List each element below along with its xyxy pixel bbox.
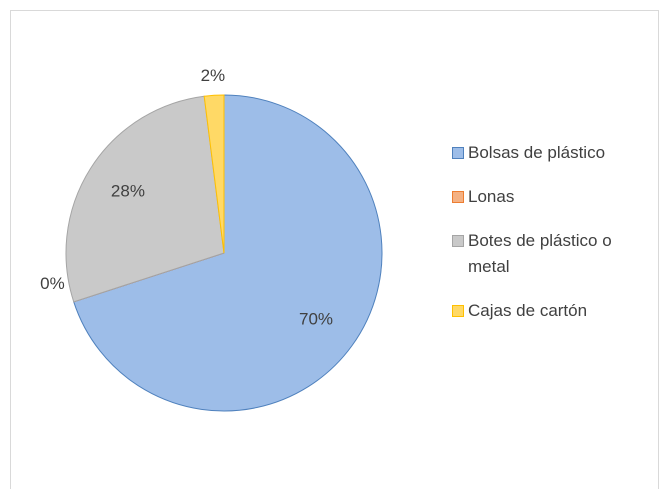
data-label: 28% [111,182,145,201]
legend-label: Cajas de cartón [468,301,588,320]
legend-label: Bolsas de plástico [468,143,606,162]
legend: Bolsas de plástico Lonas Botes de plástico… [452,140,652,324]
legend-swatch [452,235,464,247]
legend-swatch [452,305,464,317]
pie-slice [73,94,383,412]
data-label: 0% [40,274,65,293]
legend-label: Botes de plástico o metal [468,231,612,276]
legend-item: Cajas de cartón [452,298,652,324]
data-label: 2% [201,66,226,85]
pie-slice [203,94,225,254]
legend-swatch [452,147,464,159]
legend-label: Lonas [468,187,515,206]
pie-slice [65,95,225,303]
legend-item: Botes de plástico o metal [452,228,652,280]
data-label: 70% [299,309,333,328]
chart-border [10,10,659,489]
legend-swatch [452,191,464,203]
legend-item: Bolsas de plástico [452,140,652,166]
legend-item: Lonas [452,184,652,210]
